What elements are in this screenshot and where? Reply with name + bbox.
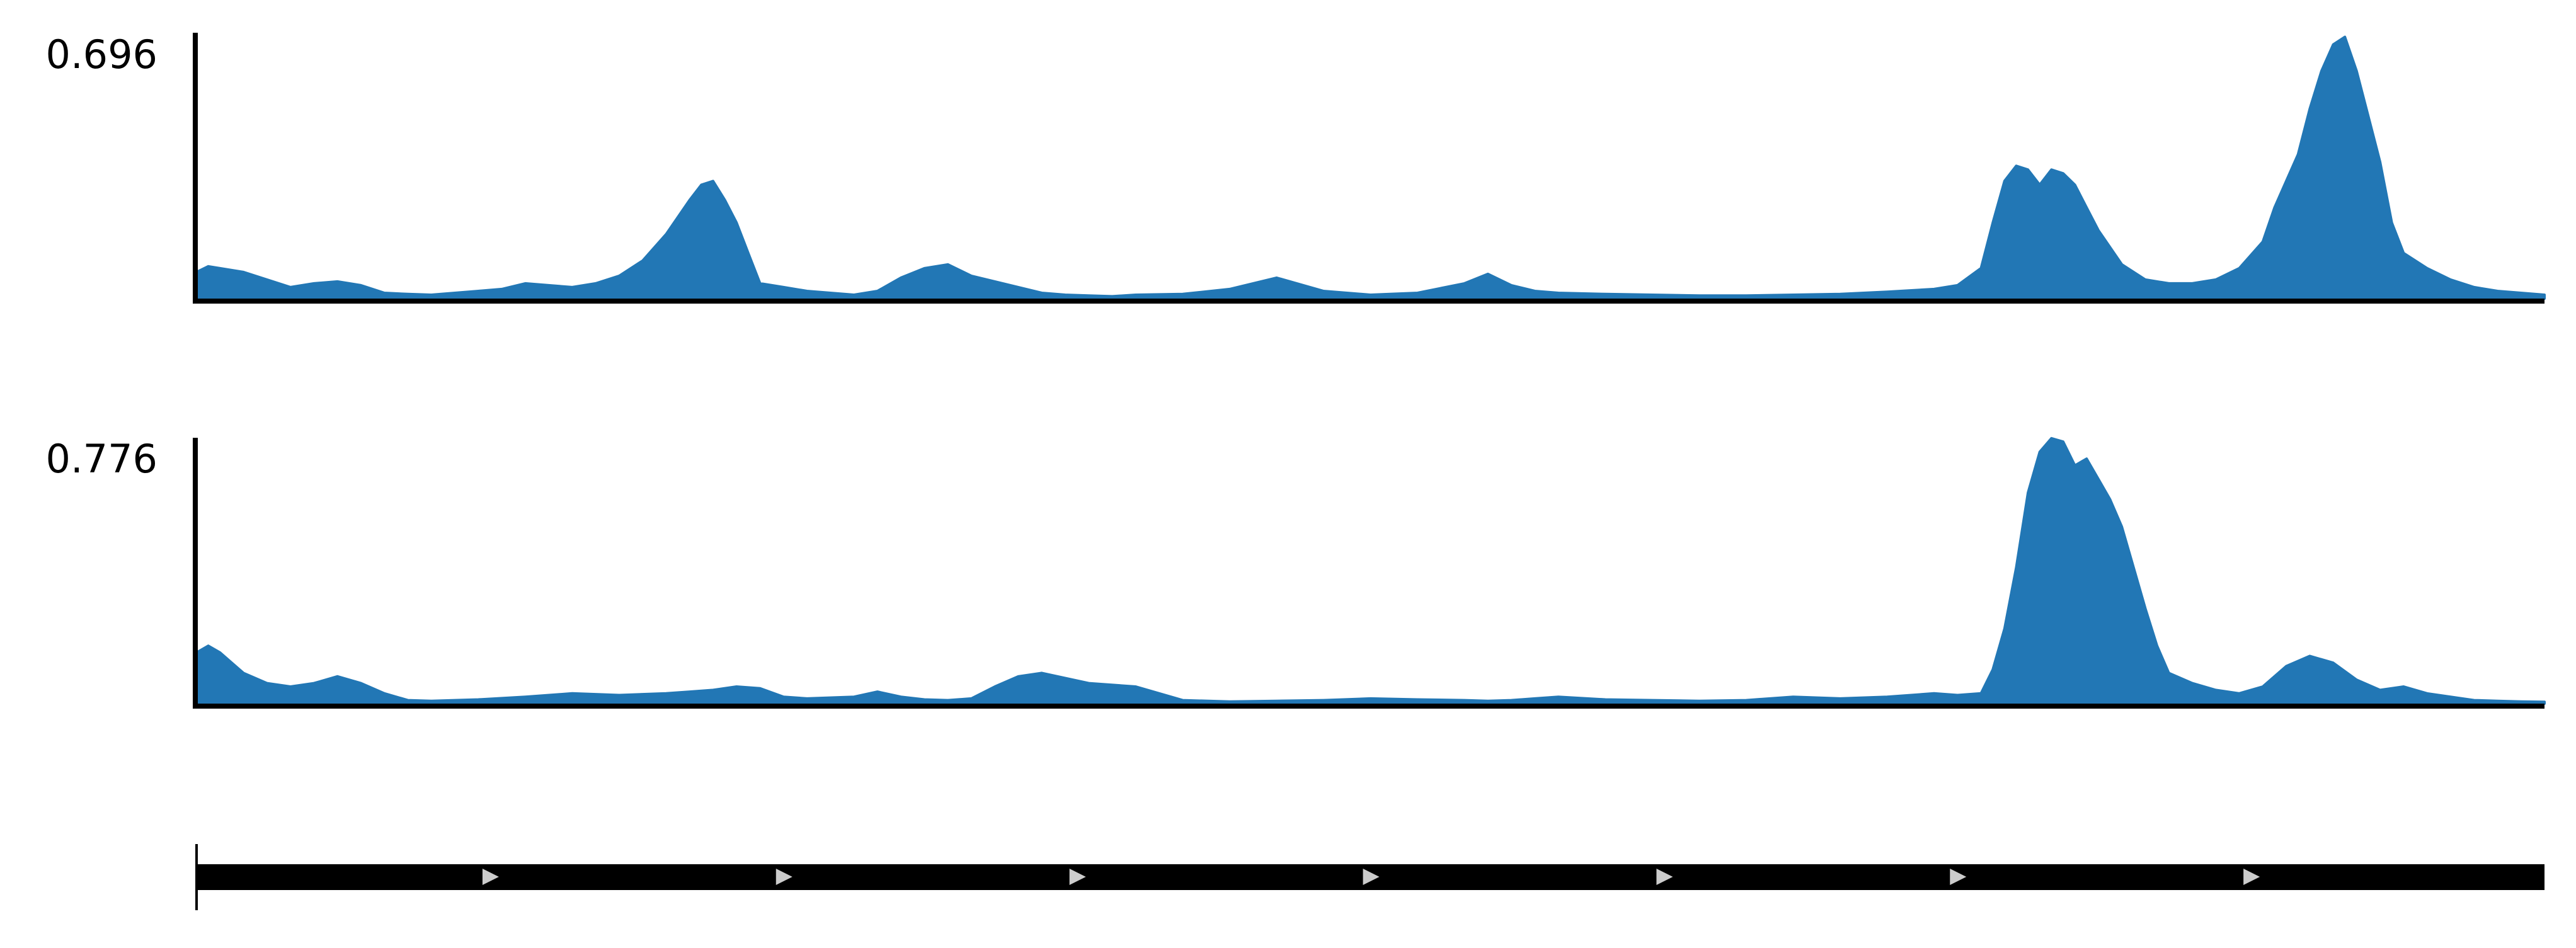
strand-arrow-5 [1656, 869, 1673, 885]
strand-arrow-4 [1363, 869, 1380, 885]
strand-arrow-2 [776, 869, 793, 885]
strand-arrow-1 [482, 869, 499, 885]
signal-track-2: 0.776 [46, 436, 2546, 709]
signal-track-1: 0.696 [46, 31, 2546, 304]
track-1-signal-area [195, 35, 2546, 300]
strand-markers [482, 869, 2260, 885]
track-2-ymax-label: 0.776 [46, 436, 158, 482]
strand-arrow-6 [1950, 869, 1967, 885]
strand-arrow-7 [2243, 869, 2260, 885]
strand-arrow-3 [1069, 869, 1086, 885]
gene-track [195, 844, 2545, 910]
track-2-signal-area [195, 437, 2546, 705]
track-1-ymax-label: 0.696 [46, 31, 158, 77]
